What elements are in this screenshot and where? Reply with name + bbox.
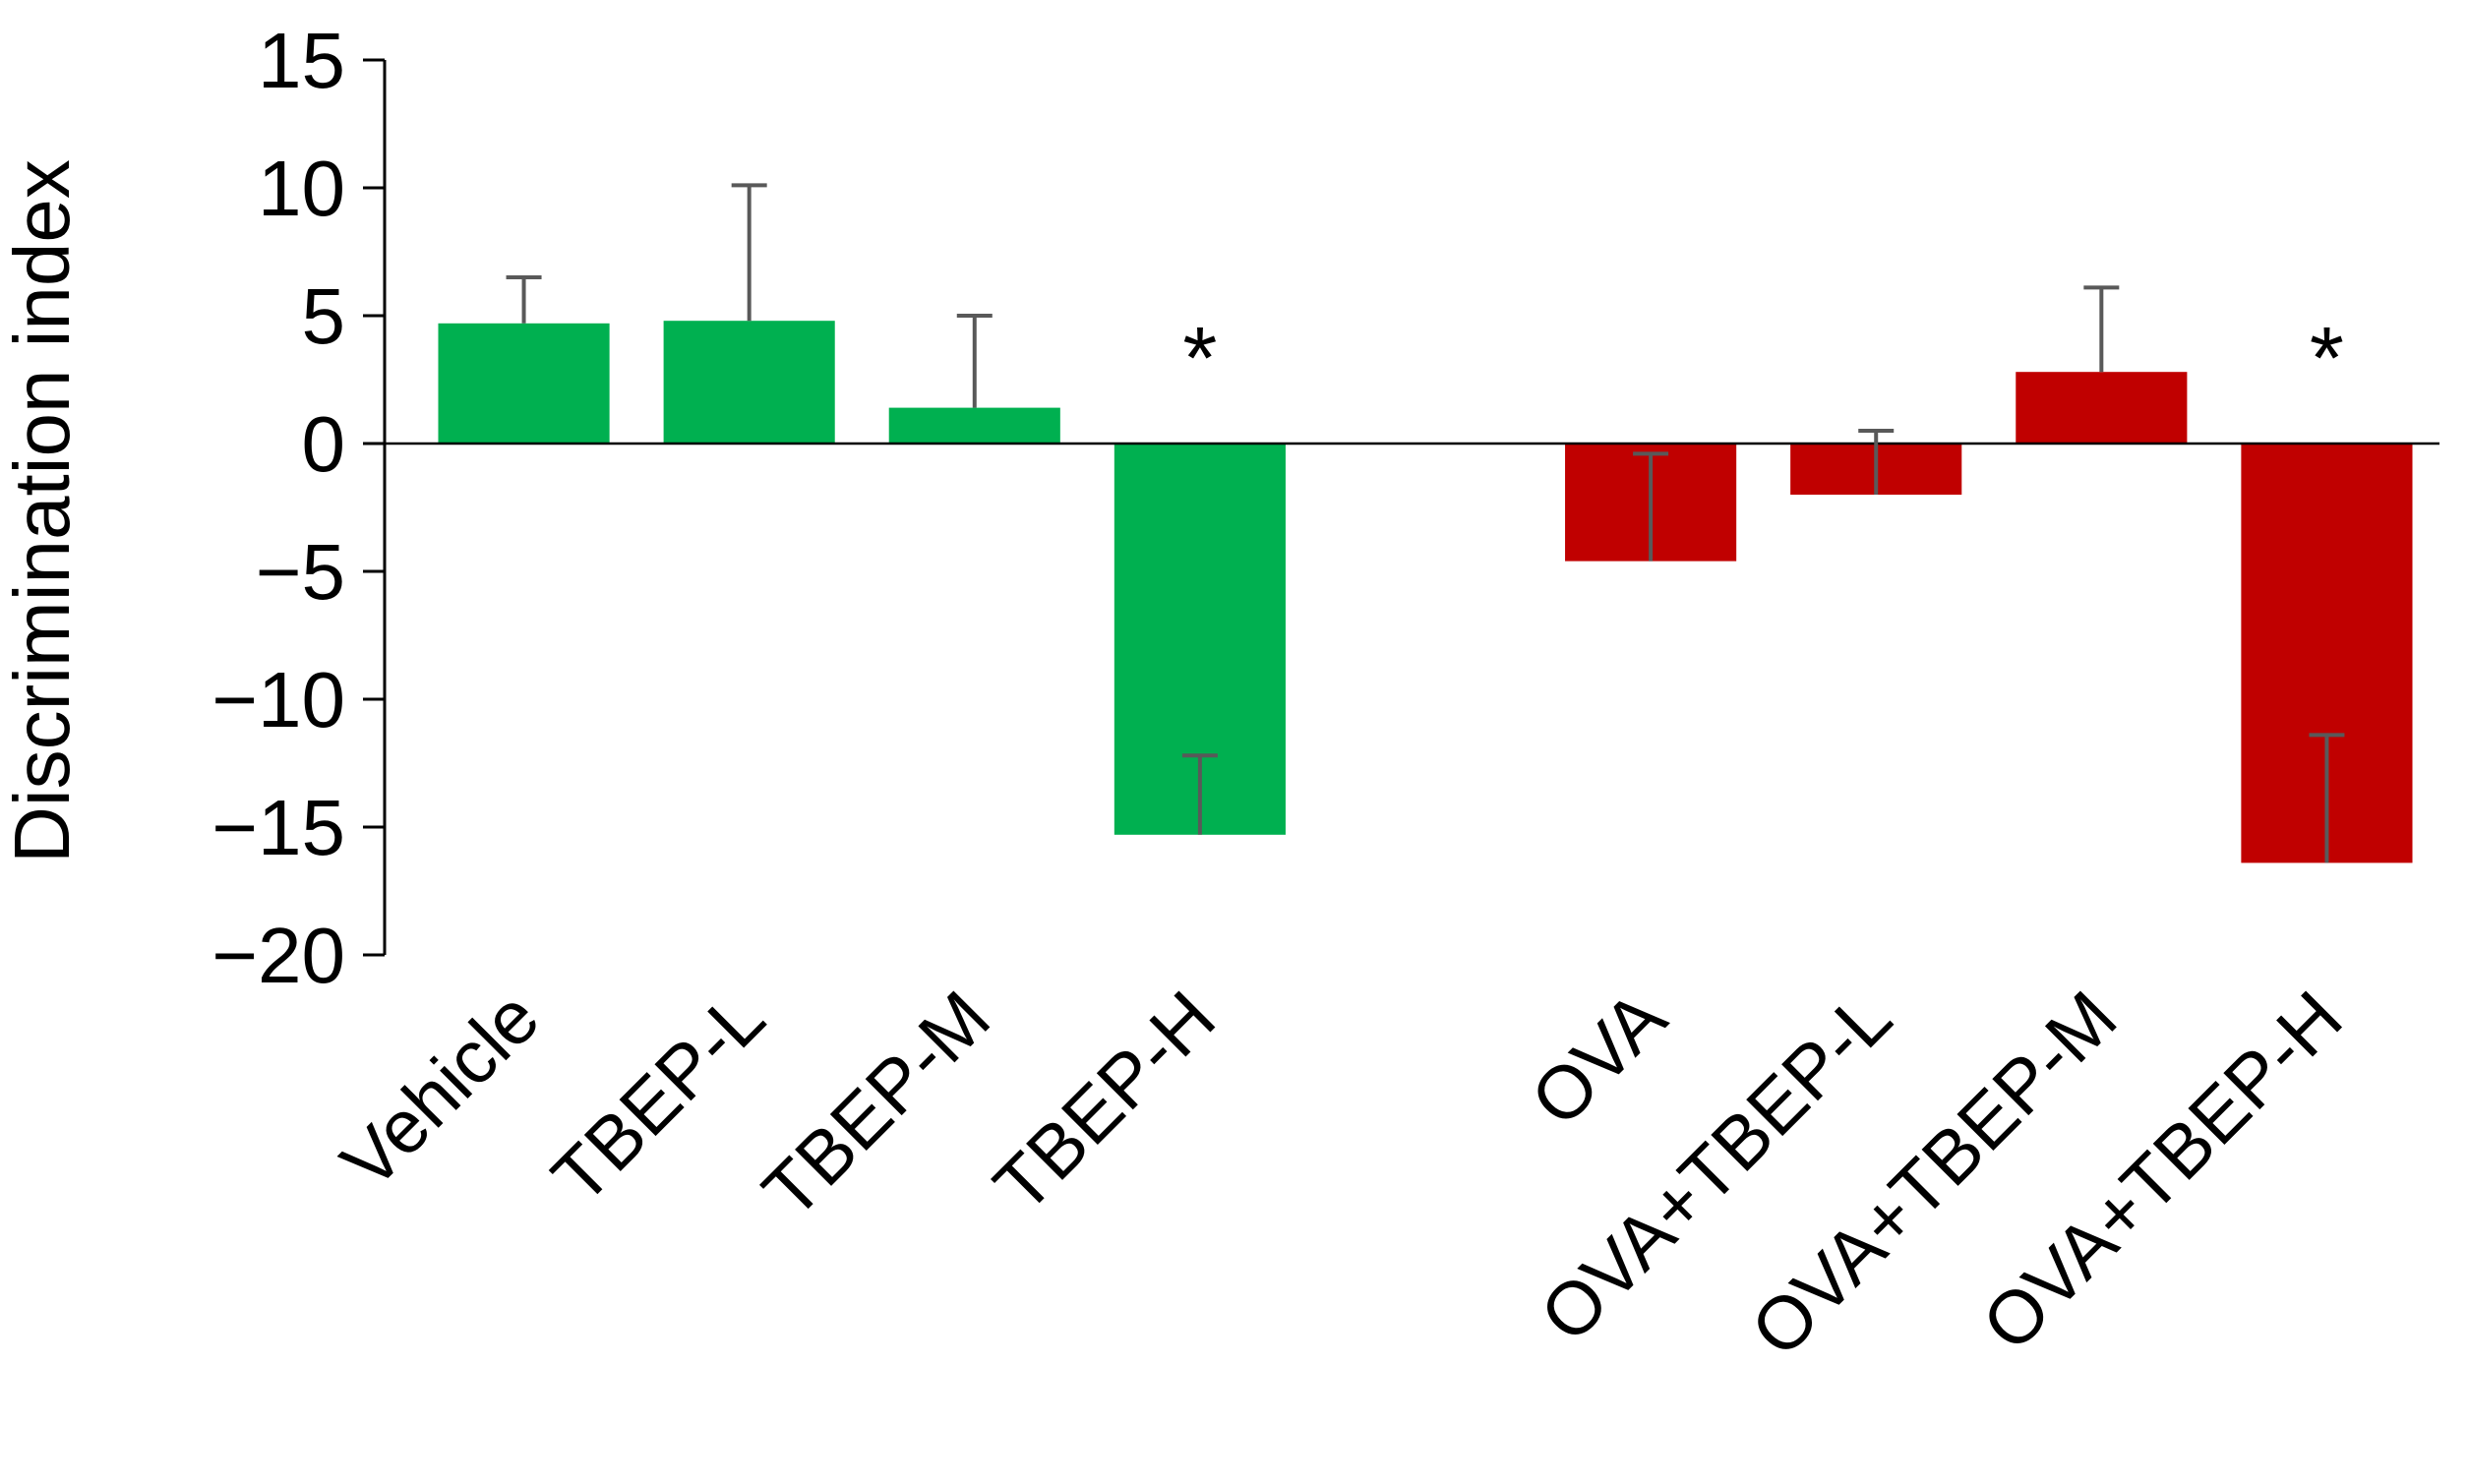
y-axis-title: Discrimination index bbox=[0, 159, 86, 863]
y-tick-label: 15 bbox=[258, 17, 345, 104]
x-tick-label: Vehicle bbox=[326, 976, 555, 1205]
x-tick-label: TBEP-M bbox=[748, 976, 1006, 1234]
y-tick-label: −15 bbox=[211, 784, 345, 871]
y-tick-label: −5 bbox=[256, 528, 345, 616]
y-tick-label: 0 bbox=[302, 400, 346, 488]
y-tick-label: 5 bbox=[302, 272, 346, 360]
bar bbox=[663, 321, 835, 444]
y-tick-label: −10 bbox=[211, 656, 345, 743]
y-tick-label: 10 bbox=[258, 145, 345, 232]
bar bbox=[888, 407, 1060, 444]
bar bbox=[2016, 372, 2188, 444]
annotation: * bbox=[2310, 310, 2344, 408]
y-tick-label: −20 bbox=[211, 912, 345, 999]
x-tick-label: TBEP-H bbox=[979, 976, 1232, 1228]
x-tick-label: OVA bbox=[1516, 976, 1683, 1143]
bar bbox=[438, 323, 610, 444]
annotation: * bbox=[1182, 310, 1217, 408]
x-tick-label: TBEP-L bbox=[536, 976, 780, 1219]
